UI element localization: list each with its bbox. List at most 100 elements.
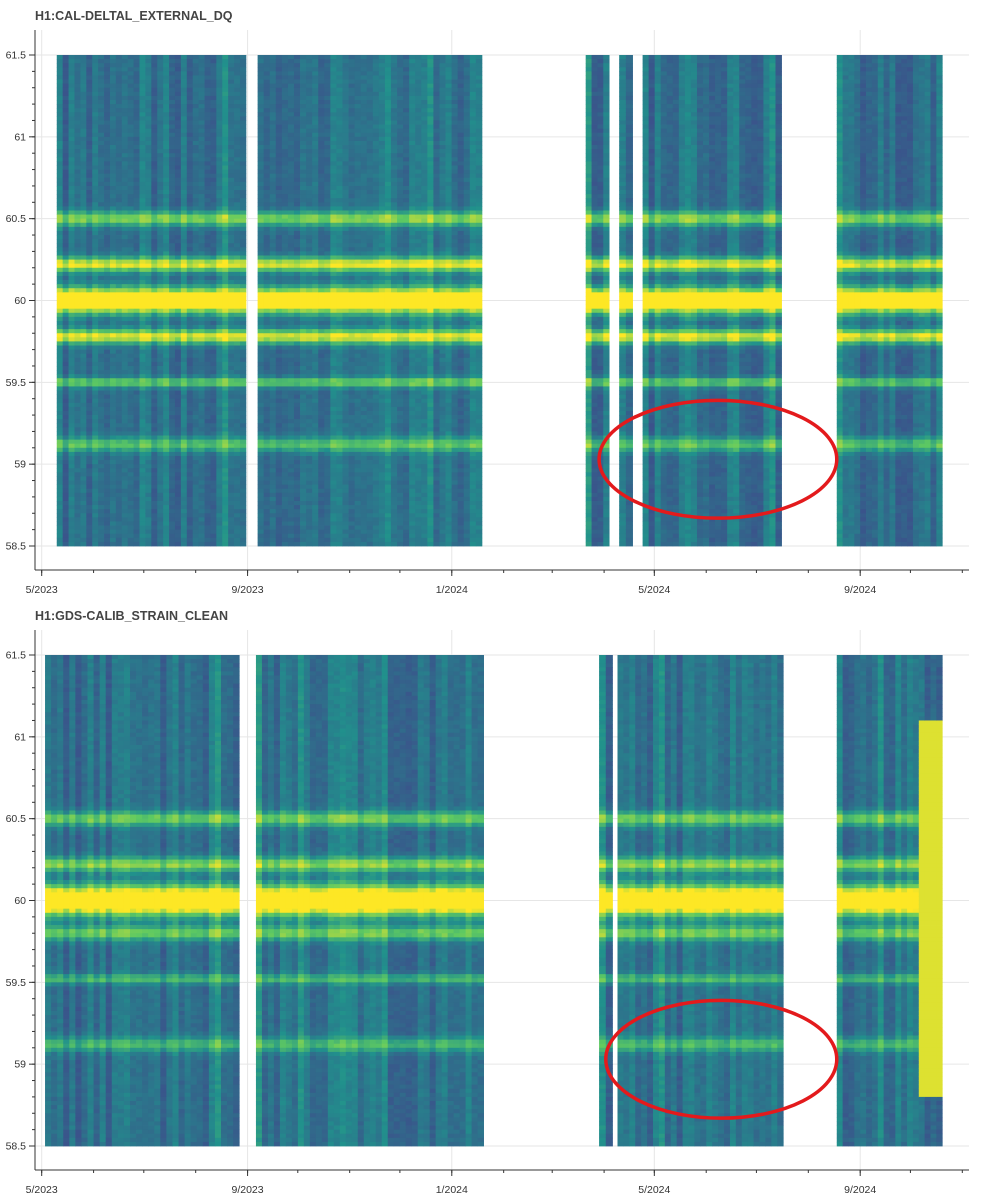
heatmap-cell bbox=[139, 116, 146, 121]
heatmap-cell bbox=[56, 59, 64, 64]
heatmap-cell bbox=[92, 161, 99, 166]
heatmap-cell bbox=[210, 177, 217, 183]
heatmap-cell bbox=[300, 480, 307, 486]
heatmap-cell bbox=[104, 435, 111, 441]
heatmap-cell bbox=[163, 120, 170, 125]
heatmap-cell bbox=[74, 63, 81, 68]
heatmap-cell bbox=[133, 67, 140, 72]
heatmap-cell bbox=[157, 120, 164, 125]
heatmap-cell bbox=[121, 100, 129, 105]
heatmap-cell bbox=[145, 472, 152, 477]
heatmap-cell bbox=[109, 124, 117, 130]
heatmap-cell bbox=[216, 284, 223, 289]
heatmap-cell bbox=[204, 255, 211, 260]
heatmap-cell bbox=[145, 83, 152, 89]
heatmap-cell bbox=[281, 349, 289, 355]
heatmap-cell bbox=[228, 251, 235, 256]
heatmap-cell bbox=[204, 484, 211, 490]
heatmap-cell bbox=[216, 370, 223, 375]
heatmap-cell bbox=[263, 149, 271, 154]
heatmap-cell bbox=[68, 263, 75, 269]
heatmap-cell bbox=[204, 300, 211, 305]
heatmap-cell bbox=[80, 529, 87, 535]
heatmap-cell bbox=[198, 464, 205, 469]
heatmap-cell bbox=[98, 222, 105, 228]
heatmap-cell bbox=[157, 255, 164, 260]
heatmap-cell bbox=[56, 83, 64, 89]
heatmap-cell bbox=[275, 275, 283, 281]
heatmap-cell bbox=[269, 443, 277, 449]
heatmap-cell bbox=[115, 349, 123, 355]
heatmap-cell bbox=[239, 59, 247, 64]
heatmap-cell bbox=[210, 284, 217, 289]
heatmap-cell bbox=[157, 415, 164, 420]
heatmap-cell bbox=[109, 149, 117, 154]
heatmap-cell bbox=[269, 341, 277, 346]
heatmap-cell bbox=[287, 288, 295, 293]
heatmap-cell bbox=[157, 505, 164, 510]
heatmap-cell bbox=[300, 288, 307, 293]
heatmap-cell bbox=[275, 255, 283, 260]
heatmap-cell bbox=[293, 75, 301, 80]
heatmap-cell bbox=[180, 370, 188, 375]
heatmap-cell bbox=[121, 210, 129, 215]
heatmap-cell bbox=[139, 492, 146, 498]
heatmap-cell bbox=[269, 230, 277, 236]
heatmap-cell bbox=[300, 267, 307, 273]
heatmap-cell bbox=[98, 500, 105, 506]
heatmap-cell bbox=[234, 325, 241, 330]
heatmap-cell bbox=[80, 505, 87, 510]
heatmap-cell bbox=[104, 202, 111, 207]
heatmap-cell bbox=[115, 75, 123, 80]
heatmap-cell bbox=[180, 91, 188, 97]
heatmap-cell bbox=[104, 427, 111, 432]
heatmap-cell bbox=[198, 181, 205, 187]
heatmap-cell bbox=[98, 427, 105, 432]
heatmap-cell bbox=[239, 243, 247, 248]
heatmap-cell bbox=[163, 145, 170, 150]
heatmap-cell bbox=[216, 198, 223, 203]
heatmap-cell bbox=[163, 292, 170, 297]
heatmap-cell bbox=[180, 75, 188, 80]
heatmap-cell bbox=[169, 402, 176, 408]
heatmap-cell bbox=[151, 505, 158, 510]
heatmap-cell bbox=[174, 345, 182, 350]
heatmap-cell bbox=[56, 337, 64, 342]
heatmap-cell bbox=[133, 251, 140, 256]
heatmap-cell bbox=[186, 435, 194, 441]
heatmap-cell bbox=[139, 370, 146, 375]
heatmap-cell bbox=[281, 116, 289, 121]
heatmap-cell bbox=[115, 300, 123, 305]
heatmap-cell bbox=[300, 275, 307, 281]
heatmap-cell bbox=[163, 402, 170, 408]
heatmap-cell bbox=[98, 443, 105, 449]
heatmap-cell bbox=[109, 140, 117, 146]
heatmap-cell bbox=[300, 325, 307, 330]
y-tick-label: 58.5 bbox=[6, 541, 27, 553]
heatmap-cell bbox=[186, 525, 194, 531]
heatmap-cell bbox=[300, 484, 307, 490]
heatmap-cell bbox=[222, 55, 229, 60]
heatmap-cell bbox=[257, 345, 265, 350]
heatmap-cell bbox=[281, 226, 289, 232]
heatmap-cell bbox=[86, 292, 93, 297]
heatmap-cell bbox=[115, 415, 123, 420]
heatmap-cell bbox=[157, 402, 164, 408]
heatmap-cell bbox=[157, 169, 164, 175]
heatmap-cell bbox=[228, 75, 235, 80]
heatmap-cell bbox=[151, 333, 158, 338]
heatmap-cell bbox=[104, 353, 111, 359]
heatmap-cell bbox=[104, 312, 111, 318]
heatmap-cell bbox=[300, 488, 307, 494]
heatmap-cell bbox=[127, 513, 134, 518]
heatmap-cell bbox=[210, 243, 217, 248]
heatmap-cell bbox=[56, 55, 64, 60]
heatmap-cell bbox=[133, 464, 140, 469]
heatmap-cell bbox=[269, 198, 277, 203]
heatmap-cell bbox=[169, 194, 176, 199]
heatmap-cell bbox=[163, 177, 170, 183]
heatmap-cell bbox=[239, 267, 247, 273]
heatmap-cell bbox=[174, 333, 182, 338]
heatmap-cell bbox=[228, 427, 235, 432]
heatmap-cell bbox=[127, 349, 134, 355]
